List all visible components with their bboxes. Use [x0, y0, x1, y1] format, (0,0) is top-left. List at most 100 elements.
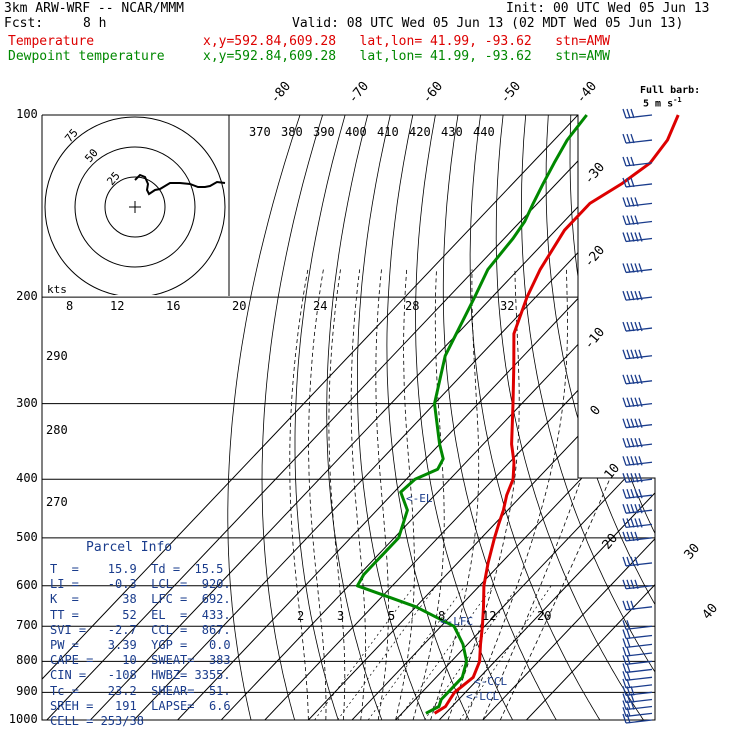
wind-barb-flag	[622, 707, 627, 717]
parcel-info-row: Tc = 23.2 SHEAR= 51.	[50, 683, 231, 698]
wind-barb-flag	[626, 663, 631, 673]
wind-barb-flag	[622, 418, 627, 428]
wind-barb-flag	[622, 197, 627, 207]
valid-time: Valid: 08 UTC Wed 05 Jun 13 (02 MDT Wed …	[292, 16, 684, 31]
forecast-value: 8 h	[83, 16, 107, 31]
wind-barb-flag	[622, 374, 627, 385]
wind-barb-flag	[634, 397, 639, 407]
wind-barb-flag	[622, 177, 627, 188]
wind-barb-flag	[634, 473, 639, 483]
wind-barb-flag	[622, 678, 627, 689]
wind-barb-flag	[626, 579, 631, 589]
hodograph-ring	[44, 116, 226, 295]
isotherm	[426, 115, 655, 720]
dry-adiabat	[706, 115, 740, 733]
wind-barb-flag	[626, 629, 631, 639]
wind-barb-flag	[630, 518, 635, 528]
wind-barb-flag	[638, 473, 643, 483]
wind-barb-flag	[630, 456, 635, 466]
moist-adiabat	[395, 269, 415, 720]
wind-barb-flag	[626, 473, 631, 483]
parcel-info-title: Parcel Info	[86, 540, 173, 555]
wind-barb-flag	[630, 397, 635, 407]
wind-barb-flag	[626, 620, 631, 630]
wind-barb-flag	[622, 686, 627, 696]
wind-barb-flag	[630, 133, 635, 144]
wind-barb-flag	[622, 700, 627, 710]
wind-barb-flag	[622, 456, 627, 466]
pressure-tick-label: 400	[16, 471, 38, 486]
isotherm-label: -70	[346, 79, 373, 107]
wind-barb-flag	[638, 437, 643, 448]
wind-barb-flag	[634, 321, 639, 332]
wind-barb-flag	[634, 263, 639, 273]
wind-barb-flag	[630, 215, 635, 225]
wind-barb-flag	[630, 418, 635, 428]
wind-barb-flag	[622, 321, 627, 332]
wind-barb-flag	[626, 232, 631, 242]
wind-barb-flag	[626, 418, 631, 428]
wind-barb-flag	[622, 620, 627, 630]
dry-adiabat	[545, 115, 655, 720]
isotherm-label: -20	[582, 243, 609, 271]
wind-barb-flag	[630, 177, 635, 188]
wind-barbs	[622, 108, 653, 724]
wind-barb-flag	[622, 556, 627, 567]
dry-adiabat	[661, 115, 740, 733]
pressure-tick-label: 100	[16, 107, 38, 121]
wind-barb-flag	[630, 197, 635, 207]
plot-frame	[41, 114, 656, 721]
pressure-tick-label: 200	[16, 289, 38, 304]
parcel-info-row: CIN = -108 HWBZ= 3355.	[50, 668, 231, 683]
wet-bulb-label: 32	[500, 299, 514, 313]
dry-adiabat	[261, 115, 323, 720]
theta-label: 400	[345, 125, 367, 139]
wind-barb-flag	[626, 374, 631, 385]
wet-bulb-label: 8	[66, 299, 73, 313]
wet-bulb-label: 16	[166, 299, 180, 313]
theta-label: 370	[249, 125, 271, 139]
isotherm-label: -50	[498, 79, 525, 107]
wind-barb-flag	[626, 156, 631, 167]
hodograph-units: kts	[47, 283, 67, 296]
pressure-tick-label: 600	[16, 577, 38, 592]
wind-barb-flag	[638, 518, 643, 528]
wind-barb-flag	[626, 456, 631, 466]
isotherm-label: -60	[420, 79, 447, 107]
isotherm	[470, 115, 655, 720]
parcel-info-row: SREH = 191 LAPSE= 6.6	[50, 698, 231, 713]
wind-barb-flag	[638, 374, 643, 385]
dry-adiabat	[521, 115, 655, 720]
wind-barb-flag	[626, 638, 631, 648]
wind-barb-flag	[630, 263, 635, 273]
barb-key-title: Full barb:	[640, 85, 701, 96]
wet-bulb-label: 12	[110, 299, 124, 313]
pressure-tick-label: 500	[16, 529, 38, 544]
dry-adiabat	[592, 115, 655, 720]
wind-barb-flag	[638, 321, 643, 332]
wind-barb-flag	[630, 531, 635, 542]
wind-barb-flag	[638, 232, 643, 242]
moist-adiabat	[465, 269, 568, 720]
wind-barb-flag	[626, 713, 631, 724]
level-marker: <-LCL	[466, 690, 499, 703]
wind-barb-flag	[634, 197, 639, 207]
dry-adiabat	[227, 115, 301, 720]
mixing-ratio-label: 3	[337, 609, 344, 623]
wind-barb-flag	[638, 397, 643, 407]
profile-layer	[355, 114, 680, 715]
isotherm-label: 30	[682, 541, 704, 563]
wind-barb-flag	[622, 156, 627, 167]
wind-barb-flag	[626, 321, 631, 332]
wind-barb-flag	[630, 349, 635, 359]
wind-barb-flag	[630, 556, 635, 567]
wind-barb-flag	[622, 133, 627, 144]
level-marker: <-EL	[406, 492, 433, 505]
dry-adiabat	[615, 115, 655, 720]
wind-barb-flag	[626, 503, 631, 514]
moist-adiabat	[328, 269, 346, 720]
mixing-ratio-line	[367, 585, 466, 720]
wind-barb-flag	[622, 232, 627, 242]
theta-label: 410	[377, 125, 399, 139]
